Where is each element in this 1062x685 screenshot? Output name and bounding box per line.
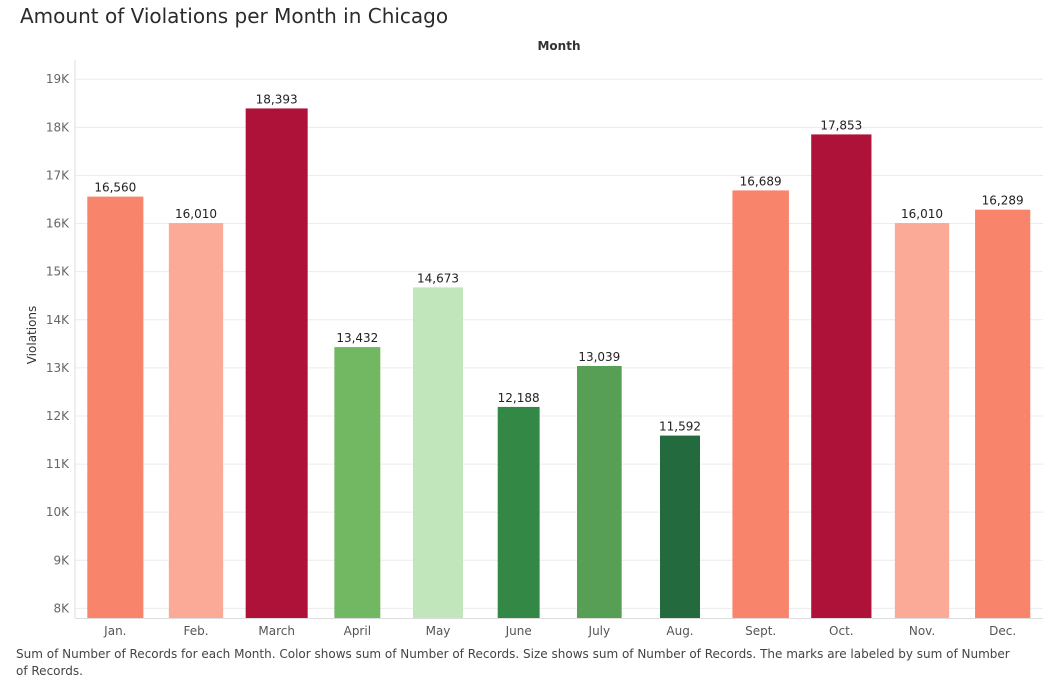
bar-aug — [660, 435, 700, 618]
data-label: 17,853 — [820, 118, 862, 132]
data-label: 14,673 — [417, 271, 459, 285]
data-label: 18,393 — [256, 92, 298, 106]
chart-caption: Sum of Number of Records for each Month.… — [16, 647, 1010, 678]
bar-dec — [975, 209, 1031, 618]
x-tick-label: June — [505, 624, 532, 638]
axes: 8K 9K 10K 11K 12K 13K 14K 15K 16K 17K 18K 19K Jan. Fe… — [46, 60, 1043, 638]
chart-title: Amount of Violations per Month in Chicag… — [20, 4, 449, 28]
y-tick-label: 14K — [46, 313, 70, 327]
y-tick-label: 15K — [46, 265, 70, 279]
x-tick-label: Feb. — [183, 624, 208, 638]
x-tick-label: Oct. — [829, 624, 854, 638]
data-label: 16,560 — [94, 181, 136, 195]
data-label: 16,010 — [901, 207, 943, 221]
x-tick-label: May — [426, 624, 451, 638]
x-tick-label: Aug. — [666, 624, 693, 638]
data-label: 11,592 — [659, 420, 701, 434]
y-tick-label: 19K — [46, 72, 70, 86]
bars — [87, 108, 1031, 619]
bar-march — [245, 108, 308, 618]
data-labels: 16,560 16,010 18,393 13,432 14,673 12,188 13,0… — [94, 92, 1023, 433]
bar-july — [576, 365, 622, 618]
data-label: 12,188 — [498, 391, 540, 405]
x-tick-label: March — [258, 624, 295, 638]
x-tick-label: Nov. — [909, 624, 935, 638]
y-tick-label: 18K — [46, 120, 70, 134]
bar-april — [334, 347, 381, 618]
y-tick-label: 12K — [46, 409, 70, 423]
data-label: 13,039 — [578, 350, 620, 364]
bar-nov — [894, 223, 950, 619]
data-label: 16,010 — [175, 207, 217, 221]
bar-jan — [87, 196, 144, 618]
x-tick-label: July — [588, 624, 611, 638]
y-tick-label: 9K — [53, 553, 70, 567]
y-tick-label: 10K — [46, 505, 70, 519]
data-label: 13,432 — [336, 331, 378, 345]
y-tick-label: 8K — [53, 601, 70, 615]
y-tick-label: 11K — [46, 457, 70, 471]
bar-sept — [732, 190, 789, 618]
y-tick-label: 17K — [46, 168, 70, 182]
y-tick-label: 13K — [46, 361, 70, 375]
x-tick-label: April — [344, 624, 371, 638]
bar-oct — [811, 134, 872, 619]
y-tick-label: 16K — [46, 217, 70, 231]
bar-chart: 16,560 16,010 18,393 13,432 14,673 12,188 13,0… — [25, 39, 1043, 638]
bar-may — [413, 287, 463, 618]
data-label: 16,689 — [740, 174, 782, 188]
x-tick-label: Sept. — [745, 624, 776, 638]
x-tick-label: Dec. — [989, 624, 1016, 638]
x-tick-label: Jan. — [103, 624, 126, 638]
grid-lines — [75, 78, 1043, 609]
bar-feb — [168, 223, 224, 619]
y-axis-title: Violations — [25, 306, 39, 365]
bar-june — [497, 406, 540, 618]
x-axis-title: Month — [537, 39, 580, 53]
data-label: 16,289 — [982, 194, 1024, 208]
